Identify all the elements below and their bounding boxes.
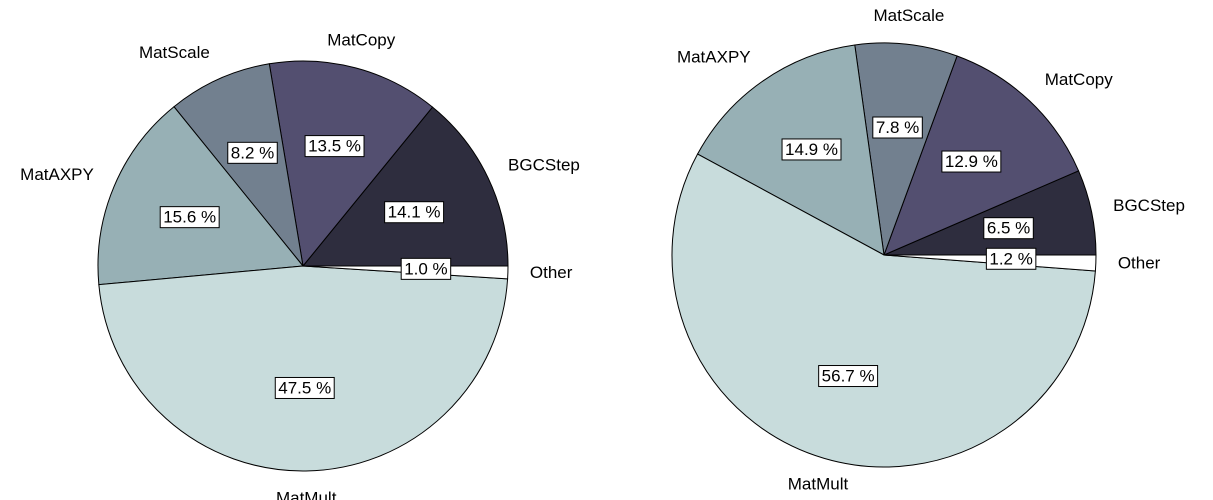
pie-slice	[173, 63, 304, 268]
category-label: MatMult	[276, 488, 337, 500]
value-label: 15.6 %	[163, 208, 216, 227]
category-label: Other	[530, 263, 573, 282]
pie-slice	[671, 153, 1096, 468]
value-label: 8.2 %	[231, 143, 274, 162]
category-label: Other	[1118, 254, 1161, 273]
value-label-box	[983, 217, 1034, 240]
category-label: MatScale	[874, 6, 945, 25]
pie-slice	[97, 106, 304, 286]
value-label-box	[872, 116, 923, 139]
value-label: 1.0 %	[404, 259, 447, 278]
value-label: 1.2 %	[989, 249, 1032, 268]
value-label-box	[985, 247, 1037, 270]
category-label: MatScale	[139, 43, 210, 62]
value-label: 6.5 %	[987, 219, 1030, 238]
value-label: 13.5 %	[308, 137, 361, 156]
pie-slice	[854, 42, 958, 256]
category-label: MatAXPY	[20, 165, 94, 184]
value-label-box	[274, 376, 335, 399]
value-label-box	[384, 201, 445, 224]
value-label: 12.9 %	[945, 152, 998, 171]
category-label: BGCStep	[508, 156, 580, 175]
category-label: MatCopy	[327, 30, 396, 49]
value-label: 14.1 %	[388, 203, 441, 222]
value-label-box	[159, 206, 220, 229]
value-label-box	[941, 150, 1002, 173]
value-label-box	[227, 141, 278, 164]
pie	[97, 60, 509, 472]
value-label: 56.7 %	[822, 367, 875, 386]
pie-slice	[98, 265, 509, 472]
value-label-box	[818, 365, 879, 388]
value-label-box	[400, 257, 452, 280]
pie-slice	[301, 106, 509, 267]
value-label-box	[304, 135, 365, 158]
value-label: 47.5 %	[278, 378, 331, 397]
category-label: BGCStep	[1113, 196, 1185, 215]
value-label: 14.9 %	[785, 140, 838, 159]
category-label: MatCopy	[1045, 70, 1114, 89]
value-label-box	[781, 138, 842, 161]
value-label: 7.8 %	[876, 118, 919, 137]
pie-slice	[268, 60, 434, 268]
category-label: MatMult	[788, 475, 849, 494]
category-label: MatAXPY	[677, 47, 751, 66]
